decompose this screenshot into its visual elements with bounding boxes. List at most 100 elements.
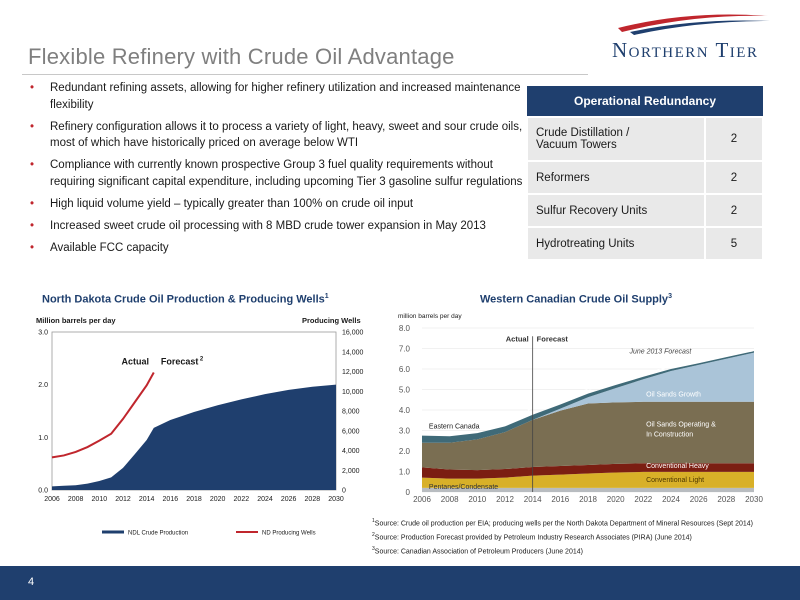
bullet-item: • Increased sweet crude oil processing wi… <box>30 218 530 235</box>
bullet-item: • High liquid volume yield – typically gr… <box>30 196 530 213</box>
page-number: 4 <box>28 576 35 588</box>
wc-y-tick-label: 4.0 <box>399 406 411 415</box>
wc-y-tick-label: 3.0 <box>399 427 411 436</box>
bullet-text: Refinery configuration allows it to proc… <box>50 120 523 150</box>
nd-legend-label: NDL Crude Production <box>128 531 188 537</box>
row-value: 2 <box>704 193 764 228</box>
wc-x-tick-label: 2012 <box>496 495 514 504</box>
nd-x-tick-label: 2028 <box>305 496 321 503</box>
row-label: Sulfur Recovery Units <box>526 193 706 228</box>
wc-x-tick-label: 2030 <box>745 495 763 504</box>
bullet-item: • Available FCC capacity <box>30 240 530 257</box>
bullet-marker: • <box>30 219 35 232</box>
bullet-text: Compliance with currently known prospect… <box>50 159 523 188</box>
table-row: Reformers 2 <box>526 160 764 195</box>
bullet-text: Available FCC capacity <box>50 241 169 254</box>
wc-area-pentanes-condensate <box>422 487 754 492</box>
wc-series-label: Conventional Light <box>646 477 704 484</box>
source-text: Source: Crude oil production per EIA; pr… <box>374 520 753 528</box>
nd-y2-tick-label: 0 <box>342 488 346 495</box>
source-note: 1Source: Crude oil production per EIA; p… <box>372 516 753 530</box>
logo-wordmark: Northern Tier <box>612 38 759 62</box>
nd-x-tick-label: 2016 <box>163 496 179 503</box>
nd-chart-heading: North Dakota Crude Oil Production & Prod… <box>42 293 329 306</box>
wc-x-tick-label: 2006 <box>413 495 431 504</box>
logo-swoosh-icon <box>618 14 770 35</box>
wc-series-label: Conventional Heavy <box>646 463 709 470</box>
wc-series-label: Pentanes/Condensate <box>429 484 498 491</box>
bullet-marker: • <box>30 159 35 171</box>
wc-series-label: In Construction <box>646 432 693 439</box>
wc-y-tick-label: 0 <box>406 488 411 497</box>
nd-y-tick-label: 0.0 <box>38 488 48 495</box>
bullet-marker: • <box>30 120 35 133</box>
title-divider <box>22 74 588 75</box>
wc-june-forecast-line <box>504 349 755 421</box>
nd-y2-tick-label: 2,000 <box>342 468 360 475</box>
nd-production-area <box>52 384 336 490</box>
source-note: 3Source: Canadian Association of Petrole… <box>372 544 753 558</box>
bullet-item: • Redundant refining assets, allowing for… <box>30 80 530 113</box>
operational-redundancy-table: Operational Redundancy Crude Distillatio… <box>526 86 764 261</box>
row-label-line: Crude Distillation / <box>536 127 630 139</box>
source-sup: 3 <box>372 545 375 552</box>
nd-legend-label: ND Producing Wells <box>262 531 316 537</box>
wc-series-label: Oil Sands Growth <box>646 392 701 399</box>
nd-x-tick-label: 2010 <box>92 496 108 503</box>
page-title: Flexible Refinery with Crude Oil Advanta… <box>28 44 455 69</box>
nd-x-tick-label: 2024 <box>257 496 273 503</box>
bullet-marker: • <box>30 82 35 94</box>
wc-x-tick-label: 2028 <box>717 495 735 504</box>
nd-forecast-label: Forecast <box>161 357 199 367</box>
row-value: 2 <box>704 160 764 195</box>
wc-x-tick-label: 2016 <box>551 495 569 504</box>
wc-june-forecast-label: June 2013 Forecast <box>629 349 693 356</box>
table-header: Operational Redundancy <box>527 86 763 117</box>
nd-chart-heading-text: North Dakota Crude Oil Production & Prod… <box>42 293 325 306</box>
table-row: Crude Distillation / Vacuum Towers 2 <box>526 116 764 162</box>
bullet-text: Increased sweet crude oil processing wit… <box>50 219 486 232</box>
wc-chart-heading: Western Canadian Crude Oil Supply3 <box>480 293 672 306</box>
wc-chart: 0 1.0 2.0 3.0 4.0 5.0 6.0 7.0 8.0 Actual Forecast J… <box>399 324 764 504</box>
wc-area-conventional-light <box>422 471 754 488</box>
wc-forecast-label: Forecast <box>537 334 569 343</box>
source-text: Source: Canadian Association of Petroleu… <box>374 547 583 555</box>
nd-y2-tick-label: 14,000 <box>342 349 364 356</box>
row-label-line: Vacuum Towers <box>536 139 617 151</box>
bullet-item: • Refinery configuration allows it to pro… <box>30 119 530 152</box>
source-sup: 2 <box>372 531 375 538</box>
row-value: 5 <box>704 226 764 261</box>
nd-x-tick-label: 2012 <box>115 496 131 503</box>
nd-left-axis-label: Million barrels per day <box>36 316 116 325</box>
nd-y2-tick-label: 12,000 <box>342 369 364 376</box>
nd-x-tick-label: 2006 <box>44 496 60 503</box>
source-text: Source: Production Forecast provided by … <box>374 534 692 542</box>
nd-chart: 2006 2008 2010 2012 2014 2016 2018 2020 2022 2024… <box>38 330 364 537</box>
northern-tier-logo: Northern Tier <box>600 8 782 68</box>
wc-area-oil-sands-growth <box>422 352 754 443</box>
bullet-marker: • <box>30 197 35 210</box>
wc-y-tick-label: 8.0 <box>399 324 411 333</box>
wc-x-tick-label: 2024 <box>662 495 680 504</box>
wc-chart-heading-sup: 3 <box>668 293 672 300</box>
nd-wells-line <box>51 372 155 459</box>
wc-x-tick-label: 2022 <box>634 495 652 504</box>
nd-x-tick-label: 2014 <box>139 496 155 503</box>
wc-axis-unit-label: million barrels per day <box>398 313 462 320</box>
nd-y2-tick-label: 6,000 <box>342 428 360 435</box>
table-row: Sulfur Recovery Units 2 <box>526 193 764 228</box>
nd-x-tick-label: 2008 <box>68 496 84 503</box>
nd-x-tick-label: 2022 <box>234 496 250 503</box>
source-sup: 1 <box>372 518 375 524</box>
wc-y-tick-label: 7.0 <box>399 345 411 354</box>
bullet-list: • Redundant refining assets, allowing for… <box>30 80 530 262</box>
wc-x-tick-label: 2010 <box>468 495 486 504</box>
nd-x-tick-label: 2020 <box>210 496 226 503</box>
wc-area-conventional-heavy <box>422 463 754 479</box>
table-row: Hydrotreating Units 5 <box>526 226 764 261</box>
wc-series-label: Oil Sands Operating & <box>646 421 716 428</box>
wc-series-label: Eastern Canada <box>429 423 480 430</box>
bullet-marker: • <box>30 241 35 254</box>
wc-y-tick-label: 5.0 <box>399 386 411 395</box>
nd-forecast-sup: 2 <box>200 357 204 363</box>
